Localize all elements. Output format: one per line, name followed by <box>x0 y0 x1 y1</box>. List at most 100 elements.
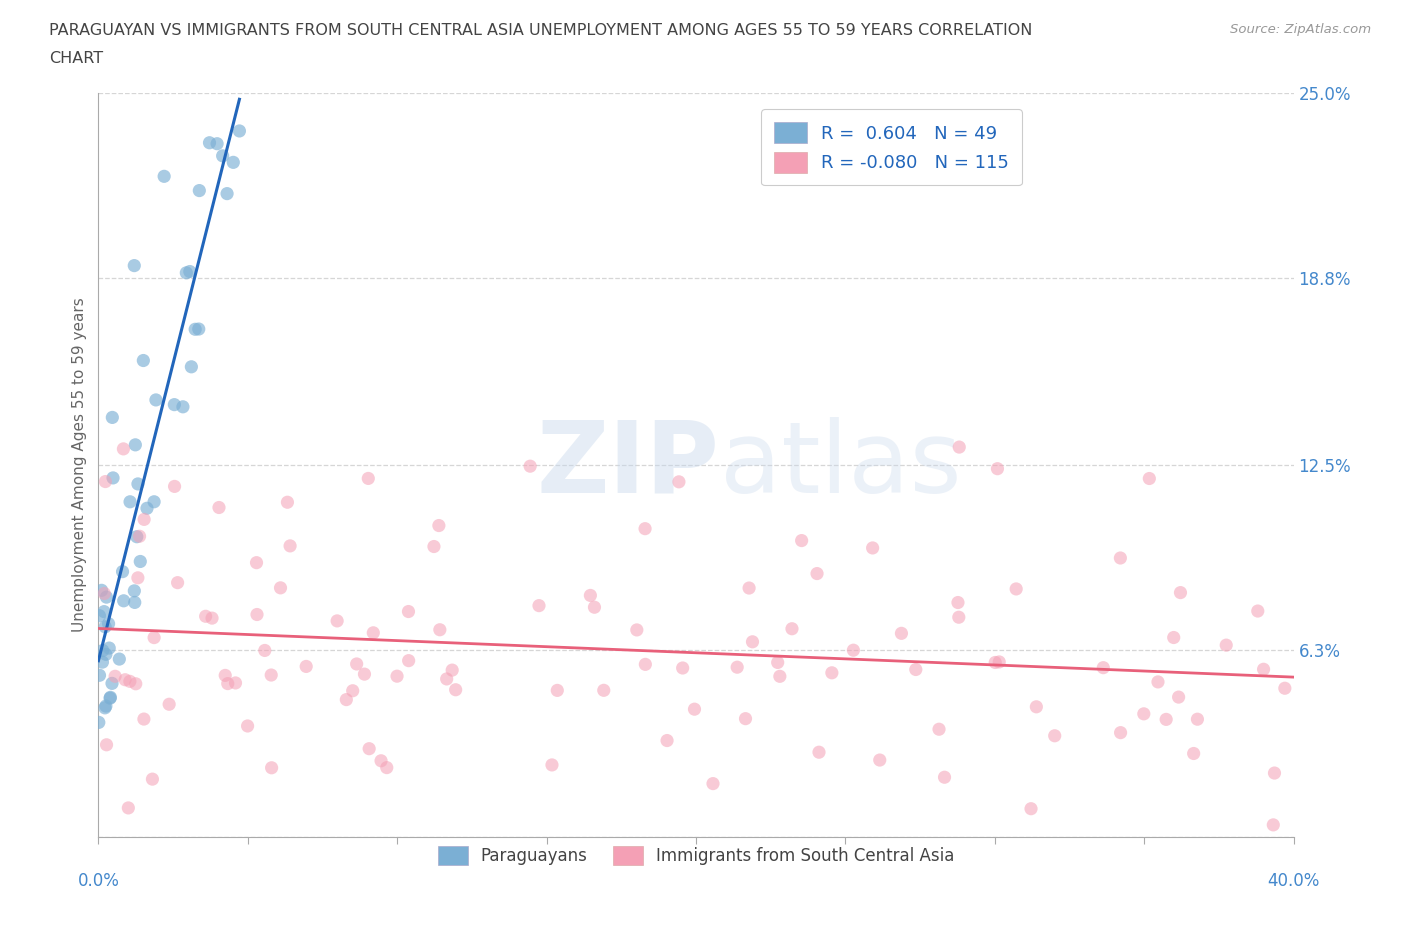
Point <box>370 753 392 768</box>
Point <box>444 683 467 698</box>
Point <box>104 669 127 684</box>
Point <box>295 659 318 674</box>
Point <box>94 698 117 713</box>
Point <box>111 565 134 579</box>
Point <box>626 622 648 637</box>
Text: 0.0%: 0.0% <box>77 871 120 890</box>
Point <box>98 641 121 656</box>
Point <box>176 265 198 280</box>
Point <box>108 652 131 667</box>
Point <box>228 124 250 139</box>
Point <box>429 622 451 637</box>
Point <box>766 655 789 670</box>
Point <box>172 399 194 414</box>
Point <box>194 609 217 624</box>
Point <box>441 663 464 678</box>
Point <box>198 135 221 150</box>
Point <box>806 566 828 581</box>
Point <box>97 617 120 631</box>
Point <box>96 590 118 604</box>
Point <box>143 495 166 510</box>
Point <box>1019 802 1042 817</box>
Point <box>928 722 950 737</box>
Point <box>1215 638 1237 653</box>
Point <box>1109 725 1132 740</box>
Point <box>546 683 568 698</box>
Point <box>634 657 657 671</box>
Point <box>634 521 657 536</box>
Point <box>385 669 408 684</box>
Point <box>702 777 724 791</box>
Point <box>94 619 117 634</box>
Point <box>205 137 228 152</box>
Point <box>423 539 446 554</box>
Point <box>904 662 927 677</box>
Point <box>988 655 1011 670</box>
Point <box>1182 746 1205 761</box>
Point <box>180 359 202 374</box>
Point <box>1025 699 1047 714</box>
Point <box>1147 674 1170 689</box>
Text: ZIP: ZIP <box>537 417 720 513</box>
Point <box>808 745 831 760</box>
Text: Source: ZipAtlas.com: Source: ZipAtlas.com <box>1230 23 1371 36</box>
Point <box>127 570 149 585</box>
Point <box>592 683 614 698</box>
Point <box>246 607 269 622</box>
Point <box>769 669 792 684</box>
Point <box>738 580 761 595</box>
Point <box>353 667 375 682</box>
Point <box>278 538 301 553</box>
Point <box>1187 711 1209 726</box>
Point <box>1109 551 1132 565</box>
Point <box>862 540 884 555</box>
Point <box>821 665 844 680</box>
Point <box>427 518 450 533</box>
Point <box>127 476 149 491</box>
Point <box>132 353 155 368</box>
Point <box>188 183 211 198</box>
Point <box>208 500 231 515</box>
Point <box>1263 817 1285 832</box>
Point <box>882 851 904 866</box>
Point <box>96 737 118 752</box>
Point <box>125 529 148 544</box>
Point <box>101 410 124 425</box>
Point <box>519 458 541 473</box>
Point <box>124 583 146 598</box>
Point <box>359 741 381 756</box>
Point <box>780 621 803 636</box>
Point <box>87 715 110 730</box>
Point <box>335 692 357 707</box>
Point <box>124 437 146 452</box>
Point <box>375 760 398 775</box>
Point <box>1043 728 1066 743</box>
Point <box>1167 690 1189 705</box>
Point <box>222 155 245 170</box>
Point <box>163 479 186 494</box>
Point <box>94 474 117 489</box>
Point <box>132 711 155 726</box>
Point <box>166 576 188 591</box>
Point <box>100 690 122 705</box>
Point <box>112 593 135 608</box>
Point <box>342 684 364 698</box>
Point <box>1247 604 1270 618</box>
Point <box>946 595 969 610</box>
Point <box>984 655 1007 670</box>
Point <box>436 671 458 686</box>
Point <box>741 634 763 649</box>
Point <box>734 711 756 726</box>
Point <box>114 672 136 687</box>
Point <box>270 580 292 595</box>
Point <box>869 752 891 767</box>
Text: atlas: atlas <box>720 417 962 513</box>
Point <box>136 501 159 516</box>
Point <box>117 801 139 816</box>
Point <box>187 322 209 337</box>
Point <box>141 772 163 787</box>
Point <box>224 675 246 690</box>
Point <box>890 626 912 641</box>
Point <box>89 668 111 683</box>
Point <box>153 169 176 184</box>
